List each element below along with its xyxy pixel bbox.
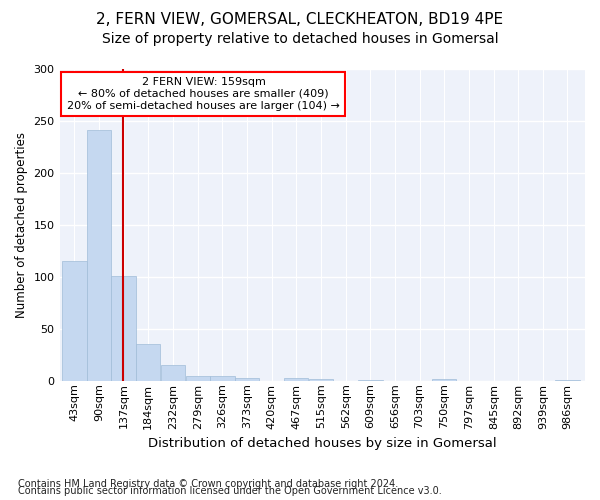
X-axis label: Distribution of detached houses by size in Gomersal: Distribution of detached houses by size … xyxy=(148,437,497,450)
Bar xyxy=(210,376,235,381)
Bar xyxy=(112,276,136,381)
Y-axis label: Number of detached properties: Number of detached properties xyxy=(15,132,28,318)
Bar xyxy=(87,130,111,381)
Text: Contains public sector information licensed under the Open Government Licence v3: Contains public sector information licen… xyxy=(18,486,442,496)
Bar xyxy=(358,380,383,381)
Bar xyxy=(62,262,86,381)
Bar xyxy=(235,378,259,381)
Bar xyxy=(284,378,308,381)
Text: Contains HM Land Registry data © Crown copyright and database right 2024.: Contains HM Land Registry data © Crown c… xyxy=(18,479,398,489)
Bar xyxy=(161,365,185,381)
Text: 2 FERN VIEW: 159sqm
← 80% of detached houses are smaller (409)
20% of semi-detac: 2 FERN VIEW: 159sqm ← 80% of detached ho… xyxy=(67,78,340,110)
Bar xyxy=(556,380,580,381)
Text: Size of property relative to detached houses in Gomersal: Size of property relative to detached ho… xyxy=(101,32,499,46)
Bar xyxy=(432,378,456,381)
Bar xyxy=(309,378,334,381)
Bar xyxy=(136,344,160,381)
Bar xyxy=(185,376,210,381)
Text: 2, FERN VIEW, GOMERSAL, CLECKHEATON, BD19 4PE: 2, FERN VIEW, GOMERSAL, CLECKHEATON, BD1… xyxy=(97,12,503,28)
